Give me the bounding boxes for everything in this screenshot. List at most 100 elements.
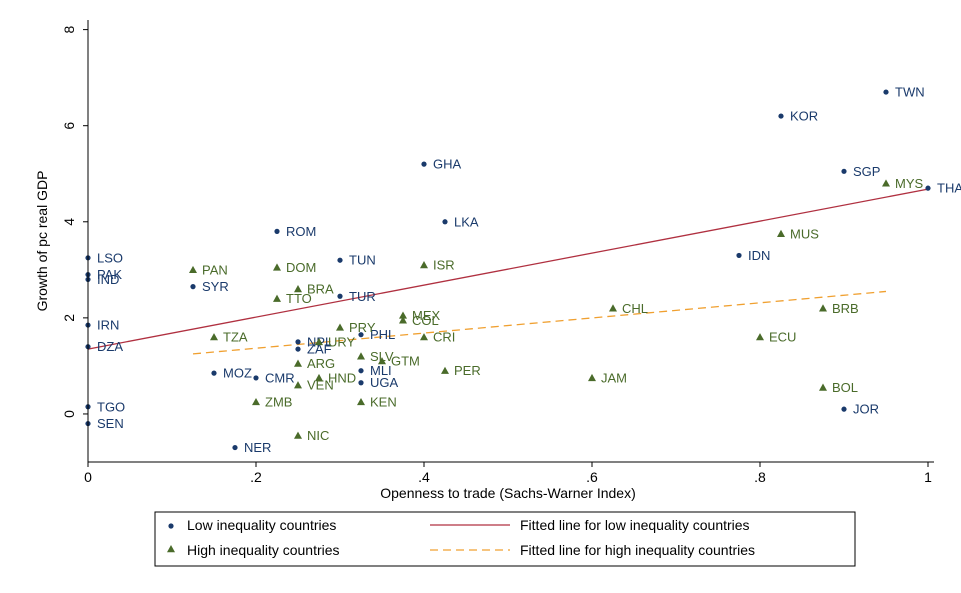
data-point-label: MYS <box>895 176 924 191</box>
data-point-label: BOL <box>832 380 858 395</box>
data-point-low <box>925 185 931 191</box>
data-point-label: IND <box>97 272 119 287</box>
data-point-high <box>273 294 281 302</box>
data-point-low <box>295 346 301 352</box>
legend-marker-high <box>167 545 175 553</box>
data-point-high <box>588 373 596 382</box>
data-point-low <box>253 375 259 381</box>
data-point-label: ZAF <box>307 342 332 357</box>
x-tick-label: 0 <box>84 469 92 485</box>
data-point-label: COL <box>412 313 439 328</box>
data-point-high <box>441 366 449 374</box>
data-point-low <box>274 228 280 234</box>
data-point-label: TUR <box>349 289 376 304</box>
data-point-label: SGP <box>853 164 880 179</box>
data-point-label: THA <box>937 181 961 196</box>
data-point-label: GHA <box>433 157 462 172</box>
data-point-low <box>883 89 889 95</box>
data-point-label: SYR <box>202 279 229 294</box>
data-point-high <box>315 337 323 346</box>
data-point-low <box>841 406 847 412</box>
data-point-label: MOZ <box>223 366 252 381</box>
data-point-low <box>232 444 238 451</box>
x-tick-label: .4 <box>418 469 430 485</box>
data-point-low <box>211 370 217 376</box>
data-point-high <box>315 373 323 382</box>
data-point-low <box>736 252 742 259</box>
data-point-high <box>357 352 365 360</box>
data-point-high <box>420 261 428 269</box>
data-point-high <box>882 179 890 187</box>
data-point-high <box>819 383 827 391</box>
data-point-label: JOR <box>853 402 879 417</box>
data-point-low <box>358 332 364 338</box>
legend-box <box>154 511 856 567</box>
x-tick-label: .6 <box>586 469 598 485</box>
data-point-high <box>399 311 407 319</box>
data-point-label: LKA <box>454 214 479 229</box>
data-point-label: LSO <box>97 250 123 265</box>
y-tick-label: 0 <box>61 410 77 418</box>
data-point-label: IRN <box>97 318 119 333</box>
data-point-label: TTO <box>286 291 312 306</box>
data-point-high <box>252 397 260 406</box>
data-point-label: NIC <box>307 428 329 443</box>
data-point-low <box>421 161 427 167</box>
legend-label-high: High inequality countries <box>187 542 340 558</box>
data-point-label: ISR <box>433 258 455 273</box>
data-point-high <box>336 323 344 331</box>
data-point-high <box>294 381 302 389</box>
data-point-label: TZA <box>223 330 248 345</box>
data-point-label: GTM <box>391 354 420 369</box>
data-point-low <box>337 293 343 299</box>
data-point-label: PAN <box>202 262 228 277</box>
data-point-label: PER <box>454 363 481 378</box>
data-point-label: BRA <box>307 282 334 297</box>
data-point-low <box>295 339 301 345</box>
data-point-high <box>294 431 302 439</box>
data-point-label: VEN <box>307 378 334 393</box>
legend: Low inequality countries High inequality… <box>154 511 856 567</box>
data-point-label: BRB <box>832 301 859 316</box>
data-point-label: JAM <box>601 370 627 385</box>
data-point-high <box>777 229 785 237</box>
data-point-high <box>399 316 407 324</box>
data-point-label: ZMB <box>265 394 292 409</box>
y-axis-label: Growth of pc real GDP <box>34 171 50 312</box>
data-point-low <box>358 368 364 374</box>
data-point-label: MUS <box>790 226 819 241</box>
data-point-label: KEN <box>370 394 397 409</box>
data-point-label: DZA <box>97 339 123 354</box>
data-point-low <box>358 380 364 386</box>
y-tick-label: 2 <box>61 314 77 322</box>
y-tick-label: 4 <box>61 218 77 226</box>
data-point-label: PRY <box>349 320 376 335</box>
data-point-label: TGO <box>97 399 125 414</box>
data-point-high <box>294 285 302 293</box>
x-axis-label: Openness to trade (Sachs-Warner Index) <box>380 485 636 501</box>
data-point-low <box>841 168 847 174</box>
data-point-label: TUN <box>349 253 376 268</box>
data-point-label: MEX <box>412 308 441 323</box>
data-point-low <box>337 257 343 263</box>
data-point-label: IDN <box>748 248 770 263</box>
axes: Openness to trade (Sachs-Warner Index) G… <box>34 20 934 501</box>
fitted-line-low <box>87 188 929 350</box>
data-point-label: PAK <box>97 267 122 282</box>
data-point-low <box>442 219 448 225</box>
data-point-high <box>357 397 365 406</box>
data-point-label: UGA <box>370 375 399 390</box>
data-point-high <box>609 304 617 312</box>
x-tick-label: .2 <box>250 469 262 485</box>
data-point-low <box>778 113 784 119</box>
fitted-line-high <box>192 290 887 355</box>
legend-label-fit-low: Fitted line for low inequality countries <box>520 517 750 533</box>
data-point-label: NER <box>244 440 271 455</box>
data-point-high <box>294 359 302 367</box>
y-tick-label: 8 <box>61 26 77 34</box>
data-point-low <box>190 284 196 290</box>
